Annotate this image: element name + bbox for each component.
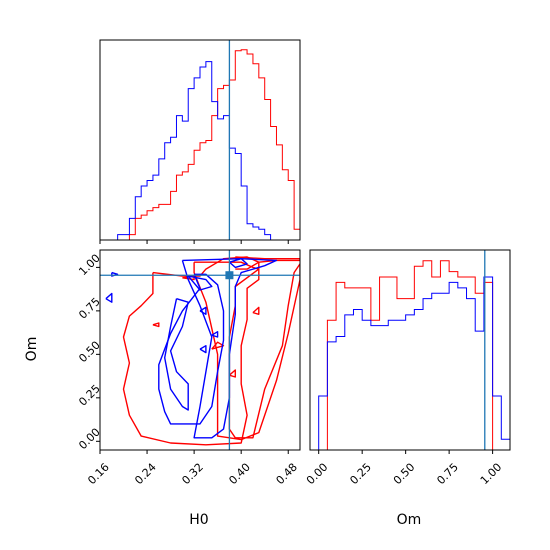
contour-x-tick-label: 0.40 — [226, 461, 253, 488]
contour-line-9 — [105, 292, 113, 303]
contour-line-15 — [199, 306, 207, 315]
h0-histogram-frame — [99, 39, 301, 241]
om-histogram-series-0 — [310, 260, 510, 450]
x-axis-label-om: Om — [397, 512, 422, 528]
om-histogram-frame — [309, 249, 511, 451]
h0-histogram-series-1 — [100, 61, 300, 240]
contour-line-17 — [199, 345, 207, 354]
contour-group — [105, 256, 300, 446]
contour-y-tick-label: 0.00 — [76, 426, 103, 453]
contour-x-tick-label: 0.48 — [273, 461, 300, 488]
data-layer — [100, 40, 510, 450]
om-hist-x-tick-label: 0.25 — [347, 461, 374, 488]
contour-line-14 — [187, 275, 213, 291]
contour-y-tick-label: 0.75 — [76, 295, 103, 322]
h0-histogram-series-0 — [100, 49, 300, 240]
contour-y-tick-label: 0.25 — [76, 382, 103, 409]
om-histogram-group — [310, 260, 510, 450]
contour-frame — [99, 249, 301, 451]
om-histogram-series-1 — [310, 276, 510, 450]
contour-x-tick-label: 0.16 — [85, 461, 112, 488]
contour-line-13 — [163, 298, 189, 411]
contour-x-tick-label: 0.24 — [132, 461, 159, 488]
om-hist-x-tick-label: 0.75 — [434, 461, 461, 488]
contour-line-7 — [152, 322, 160, 328]
contour-line-4 — [252, 306, 260, 315]
contour-line-16 — [211, 331, 219, 338]
contour-line-5 — [211, 341, 225, 350]
h0-histogram-group — [100, 49, 300, 240]
om-hist-x-tick-label: 1.00 — [478, 461, 505, 488]
contour-line-10 — [228, 258, 248, 269]
contour-line-0 — [235, 256, 300, 270]
contour-x-tick-label: 0.32 — [179, 461, 206, 488]
contour-line-6 — [228, 369, 237, 378]
frame-layer — [99, 39, 511, 451]
om-hist-x-tick-label: 0.00 — [304, 461, 331, 488]
contour-y-tick-label: 0.50 — [76, 339, 103, 366]
contour-line-11 — [181, 258, 278, 439]
truth-marker — [225, 271, 234, 280]
contour-y-tick-label: 1.00 — [76, 252, 103, 279]
contour-line-12 — [158, 273, 225, 425]
x-axis-label-h0: H0 — [189, 512, 208, 528]
om-hist-x-tick-label: 0.50 — [391, 461, 418, 488]
y-axis-label-om: Om — [24, 337, 40, 362]
